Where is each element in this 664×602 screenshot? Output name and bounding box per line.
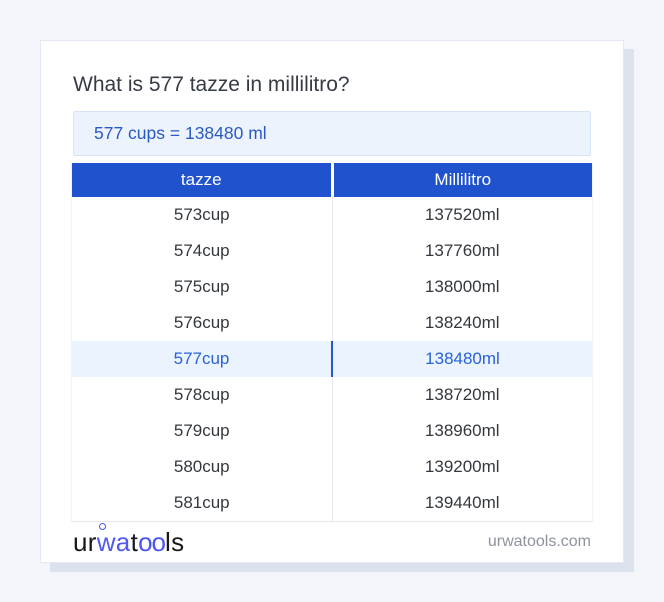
millilitro-cell: 138000ml (331, 269, 593, 305)
table-row: 580cup 139200ml (72, 449, 592, 485)
conversion-result-text: 577 cups = 138480 ml (94, 123, 267, 143)
conversion-card: What is 577 tazze in millilitro? 577 cup… (40, 40, 624, 563)
column-header-millilitro: Millilitro (333, 163, 592, 197)
tazze-cell: 575cup (173, 277, 230, 296)
tazze-cell: 577cup (173, 349, 230, 368)
page-title: What is 577 tazze in millilitro? (73, 73, 350, 96)
table-row: 575cup 138000ml (72, 269, 592, 305)
tazze-cell: 580cup (173, 457, 230, 476)
site-domain-text: urwatools.com (487, 533, 591, 550)
tazze-cell: 573cup (173, 205, 230, 224)
table-row: 579cup 138960ml (72, 413, 592, 449)
table-row: 578cup 138720ml (72, 377, 592, 413)
table-row: 577cup 138480ml (72, 341, 592, 377)
millilitro-cell: 138960ml (331, 413, 593, 449)
table-row: 576cup 138240ml (72, 305, 592, 341)
column-header-tazze: tazze (72, 163, 331, 197)
millilitro-cell: 138720ml (331, 377, 593, 413)
table-row: 581cup 139440ml (72, 485, 592, 521)
table-header-row: tazze Millilitro (72, 163, 592, 197)
table-row: 573cup 137520ml (72, 197, 592, 233)
tazze-cell: 576cup (173, 313, 230, 332)
logo-segment: ur (73, 527, 97, 557)
table-body: 573cup 137520ml 574cup 137760ml 575cup 138000… (72, 197, 592, 521)
millilitro-cell: 138480ml (331, 341, 592, 377)
millilitro-cell: 139440ml (331, 485, 593, 521)
millilitro-cell: 137520ml (331, 197, 593, 233)
millilitro-cell: 137760ml (331, 233, 593, 269)
millilitro-cell: 139200ml (331, 449, 593, 485)
millilitro-cell: 138240ml (331, 305, 593, 341)
urwatools-logo[interactable]: urwatools (73, 529, 184, 555)
logo-segment: t (130, 527, 139, 557)
conversion-table: tazze Millilitro 573cup 137520ml 574cup 137… (71, 163, 593, 522)
logo-segment: oo (138, 527, 166, 557)
conversion-result-box: 577 cups = 138480 ml (73, 111, 591, 156)
card-footer: urwatools urwatools.com (71, 522, 593, 562)
logo-segment: ls (165, 527, 185, 557)
tazze-cell: 574cup (173, 241, 230, 260)
tazze-cell: 581cup (173, 493, 230, 512)
logo-segment: wa (96, 527, 131, 557)
table-row: 574cup 137760ml (72, 233, 592, 269)
tazze-cell: 579cup (173, 421, 230, 440)
tazze-cell: 578cup (173, 385, 230, 404)
